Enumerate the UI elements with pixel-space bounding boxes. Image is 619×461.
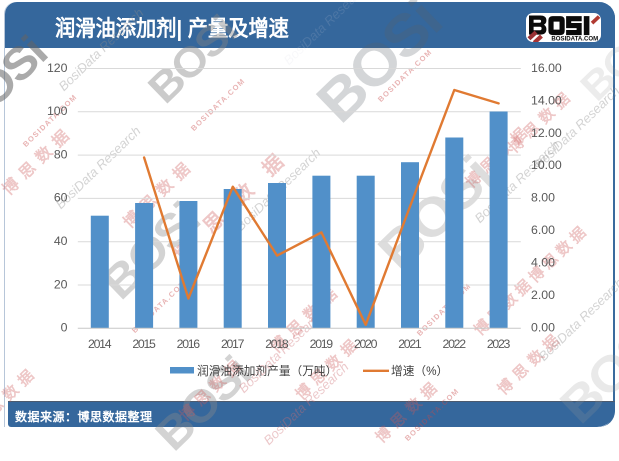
- svg-text:6.00: 6.00: [531, 223, 555, 237]
- svg-text:12.00: 12.00: [531, 126, 562, 140]
- svg-text:10.00: 10.00: [531, 158, 562, 172]
- svg-text:0: 0: [61, 321, 68, 335]
- svg-text:增速（%）: 增速（%）: [391, 364, 448, 378]
- svg-text:2020: 2020: [354, 337, 378, 351]
- svg-text:2022: 2022: [443, 337, 467, 351]
- svg-text:BOSIDATA.COM: BOSIDATA.COM: [551, 35, 598, 42]
- svg-text:2018: 2018: [265, 337, 289, 351]
- svg-text:16.00: 16.00: [531, 61, 562, 75]
- svg-text:40: 40: [54, 234, 68, 248]
- svg-text:120: 120: [47, 61, 68, 75]
- svg-text:4.00: 4.00: [531, 256, 555, 270]
- svg-text:2016: 2016: [177, 337, 201, 351]
- svg-text:2014: 2014: [88, 337, 112, 351]
- svg-text:2015: 2015: [132, 337, 156, 351]
- svg-text:80: 80: [54, 147, 68, 161]
- svg-text:2017: 2017: [221, 337, 245, 351]
- svg-text:14.00: 14.00: [531, 93, 562, 107]
- svg-text:2021: 2021: [398, 337, 422, 351]
- svg-text:2019: 2019: [310, 337, 334, 351]
- svg-text:60: 60: [54, 191, 68, 205]
- svg-text:2023: 2023: [487, 337, 511, 351]
- svg-text:2.00: 2.00: [531, 288, 555, 302]
- svg-text:8.00: 8.00: [531, 191, 555, 205]
- svg-text:润滑油添加剂产量（万吨）: 润滑油添加剂产量（万吨）: [197, 364, 337, 378]
- svg-text:0.00: 0.00: [531, 321, 555, 335]
- svg-text:20: 20: [54, 277, 68, 291]
- svg-text:100: 100: [47, 104, 68, 118]
